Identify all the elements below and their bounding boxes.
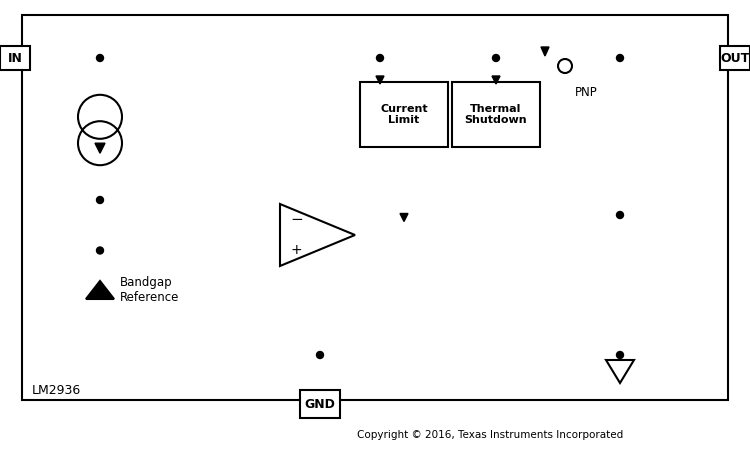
- Circle shape: [616, 212, 623, 219]
- Text: Current
Limit: Current Limit: [380, 104, 427, 125]
- Circle shape: [97, 247, 104, 254]
- Bar: [720, 46, 750, 70]
- Bar: [0, 46, 30, 70]
- Text: +: +: [290, 243, 302, 257]
- Circle shape: [493, 54, 500, 62]
- Text: LM2936: LM2936: [32, 383, 81, 396]
- Circle shape: [376, 54, 383, 62]
- Circle shape: [616, 54, 623, 62]
- Polygon shape: [492, 76, 500, 84]
- Polygon shape: [541, 47, 549, 56]
- Text: IN: IN: [8, 51, 22, 64]
- Text: Copyright © 2016, Texas Instruments Incorporated: Copyright © 2016, Texas Instruments Inco…: [357, 430, 623, 440]
- Circle shape: [97, 54, 104, 62]
- Text: Bandgap
Reference: Bandgap Reference: [120, 276, 179, 304]
- Bar: [452, 82, 540, 147]
- Text: Thermal
Shutdown: Thermal Shutdown: [465, 104, 527, 125]
- Circle shape: [616, 351, 623, 359]
- Polygon shape: [95, 143, 105, 153]
- Bar: [360, 82, 448, 147]
- Polygon shape: [400, 213, 408, 221]
- Polygon shape: [86, 281, 114, 299]
- Bar: [22, 15, 728, 400]
- Text: PNP: PNP: [575, 86, 598, 99]
- Polygon shape: [376, 76, 384, 84]
- Polygon shape: [280, 204, 355, 266]
- Circle shape: [316, 351, 323, 359]
- Text: −: −: [290, 212, 303, 227]
- Text: OUT: OUT: [720, 51, 750, 64]
- Polygon shape: [606, 360, 634, 383]
- Circle shape: [97, 197, 104, 203]
- Bar: [300, 390, 340, 418]
- Text: GND: GND: [304, 397, 335, 410]
